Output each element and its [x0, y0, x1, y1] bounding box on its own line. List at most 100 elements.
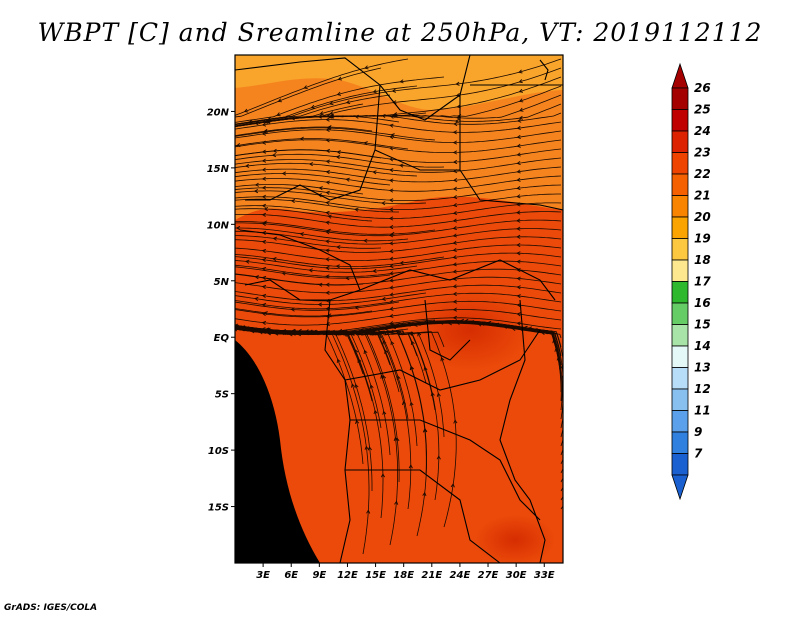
- country-border: [350, 419, 541, 521]
- streamline-arrow: [452, 150, 458, 155]
- streamline: [235, 309, 562, 326]
- lat-label: 20N: [207, 107, 230, 118]
- streamline-arrow: [516, 194, 521, 199]
- streamline-arrow: [345, 100, 351, 105]
- streamline-arrow: [363, 349, 368, 355]
- streamline-arrow: [401, 400, 407, 406]
- streamline-arrow: [325, 248, 330, 253]
- streamline-arrow: [248, 327, 254, 332]
- streamline-arrow: [271, 153, 277, 158]
- streamline-arrow: [336, 150, 341, 155]
- colorbar-label: 23: [694, 146, 711, 160]
- streamline-arrow: [516, 210, 521, 215]
- streamline-arrow: [395, 437, 400, 442]
- streamline-arrow: [389, 256, 394, 261]
- streamline-arrow: [389, 178, 394, 183]
- streamline-arrow: [389, 271, 394, 276]
- streamline-arrow: [516, 177, 521, 182]
- streamline-arrow: [381, 201, 386, 206]
- streamline-arrow: [372, 89, 377, 94]
- streamline-arrow: [423, 366, 428, 371]
- streamline: [235, 126, 373, 137]
- streamline-arrow: [388, 188, 394, 193]
- longitude-axis: 3E 6E 9E 12E 15E 18E 21E 24E 27E 30E 33E: [256, 563, 555, 581]
- lat-label: 10N: [207, 220, 230, 231]
- lat-label: 5N: [214, 277, 230, 288]
- streamline-arrow: [303, 85, 308, 90]
- streamline-arrow: [452, 218, 458, 223]
- streamline: [235, 193, 561, 210]
- lat-label: 15S: [208, 503, 229, 514]
- streamline-arrow: [410, 331, 415, 336]
- colorbar-label: 16: [694, 296, 711, 310]
- streamline-arrow: [372, 170, 377, 175]
- streamline-arrow: [363, 141, 368, 146]
- streamline-arrow: [354, 114, 359, 119]
- streamline-arrow: [336, 245, 341, 250]
- streamline-arrow: [325, 114, 331, 119]
- streamline-arrow: [454, 118, 460, 124]
- colorbar-label: 15: [694, 318, 711, 332]
- streamline: [560, 438, 563, 447]
- colorbar-label: 7: [694, 447, 703, 461]
- streamline: [235, 58, 562, 125]
- streamline-arrow: [516, 276, 521, 281]
- streamline-arrow: [393, 436, 398, 442]
- streamline-arrow: [351, 383, 356, 388]
- colorbar: 26 25 24 23 22 21 20 19 18 17 16 15 14 13 12 11 9 7: [671, 62, 711, 501]
- streamline: [235, 266, 391, 279]
- country-border: [359, 259, 556, 301]
- streamline-arrow: [516, 234, 521, 239]
- streamline-arrow: [308, 162, 314, 167]
- streamline-arrow: [452, 315, 458, 320]
- lat-label: 10S: [208, 446, 229, 457]
- streamline-arrow: [516, 294, 521, 299]
- streamline-arrow: [325, 180, 330, 185]
- streamline-arrow: [261, 293, 267, 298]
- streamline-arrow: [345, 177, 350, 182]
- lon-label: 3E: [256, 570, 270, 581]
- streamline-arrow: [452, 194, 458, 200]
- colorbar-cell: [671, 431, 689, 454]
- streamline-arrow: [262, 220, 268, 225]
- lat-label: 5S: [215, 390, 229, 401]
- streamline-arrow: [382, 340, 387, 345]
- streamline-arrow: [254, 275, 259, 280]
- streamline-arrow: [319, 111, 324, 116]
- streamline-arrow: [262, 129, 268, 134]
- country-border: [499, 299, 546, 563]
- streamline-arrow: [516, 303, 521, 308]
- colorbar-cell: [671, 345, 689, 368]
- streamline-arrow: [364, 445, 369, 450]
- streamline: [235, 166, 562, 183]
- streamline-arrow: [325, 117, 330, 122]
- streamline: [235, 252, 562, 270]
- streamline: [235, 184, 562, 201]
- streamline-arrow: [519, 107, 524, 112]
- streamline-arrow: [399, 79, 404, 84]
- colorbar-label: 12: [694, 382, 711, 396]
- streamline-arrow: [335, 264, 340, 269]
- streamline-arrow: [452, 140, 458, 145]
- streamline-arrow: [380, 473, 385, 478]
- streamline-arrow: [354, 207, 359, 212]
- lon-label: 15E: [365, 570, 386, 581]
- streamline-arrow: [389, 264, 394, 269]
- streamline-arrow: [261, 158, 267, 163]
- wbpt-hot-spot: [475, 515, 555, 563]
- streamline: [235, 328, 370, 555]
- colorbar-label: 24: [694, 124, 711, 138]
- streamline-arrow: [261, 212, 266, 217]
- streamline-arrow: [436, 455, 441, 460]
- country-borders: [235, 55, 563, 563]
- streamline-arrow: [390, 133, 395, 138]
- streamline: [235, 127, 436, 141]
- streamline: [235, 300, 562, 318]
- streamline-arrow: [335, 154, 341, 160]
- streamline-arrow: [337, 328, 343, 334]
- streamline-arrow: [325, 220, 330, 225]
- streamline-arrow: [389, 321, 394, 326]
- country-border: [424, 299, 471, 361]
- streamline-arrow: [261, 257, 267, 262]
- streamline-arrow: [382, 410, 387, 415]
